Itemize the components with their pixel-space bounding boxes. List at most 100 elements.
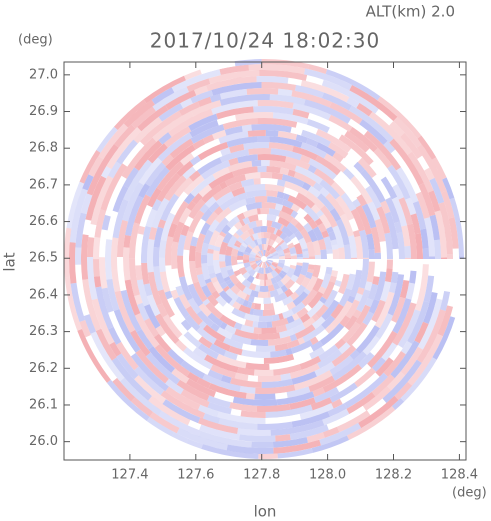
echo-cell bbox=[209, 272, 217, 279]
echo-cell bbox=[294, 221, 305, 233]
echo-cell bbox=[231, 248, 239, 257]
echo-cell bbox=[302, 253, 309, 258]
echo-cell bbox=[206, 76, 257, 92]
echo-cell bbox=[320, 249, 327, 260]
echo-cell bbox=[183, 331, 202, 349]
echo-cell bbox=[339, 315, 351, 327]
echo-cell bbox=[161, 154, 174, 167]
y-tick-label: 26.2 bbox=[29, 361, 58, 376]
echo-cell bbox=[88, 223, 97, 238]
echo-cell bbox=[283, 236, 292, 244]
echo-cell bbox=[149, 411, 180, 434]
echo-cell bbox=[415, 191, 430, 219]
echo-cell bbox=[280, 241, 289, 251]
echo-cell bbox=[222, 118, 258, 130]
echo-cell bbox=[414, 233, 423, 260]
echo-cell bbox=[218, 290, 233, 304]
echo-cell bbox=[129, 222, 140, 259]
echo-cell bbox=[339, 372, 380, 405]
echo-cell bbox=[238, 244, 247, 253]
echo-cell bbox=[332, 151, 344, 163]
echo-cell bbox=[237, 259, 244, 263]
echo-cell bbox=[160, 390, 206, 419]
echo-cell bbox=[294, 324, 316, 340]
echo-cell bbox=[322, 426, 340, 438]
echo-cell bbox=[278, 271, 286, 279]
echo-cell bbox=[308, 218, 318, 230]
echo-cell bbox=[337, 410, 371, 433]
echo-cell bbox=[200, 222, 211, 236]
echo-cell bbox=[123, 99, 156, 128]
echo-cell bbox=[244, 319, 254, 328]
echo-cell bbox=[271, 241, 279, 249]
echo-cell bbox=[164, 175, 187, 202]
echo-cell bbox=[321, 280, 336, 300]
echo-cell bbox=[309, 336, 319, 346]
echo-cell bbox=[265, 260, 272, 266]
echo-cell bbox=[203, 229, 214, 245]
echo-cell bbox=[171, 368, 190, 384]
echo-cell bbox=[152, 86, 190, 112]
echo-cell bbox=[316, 209, 324, 218]
echo-cell bbox=[148, 345, 176, 374]
echo-cell bbox=[295, 134, 308, 144]
x-tick-label: 128.4 bbox=[441, 468, 478, 483]
echo-cell bbox=[235, 296, 242, 304]
echo-cell bbox=[85, 175, 107, 221]
echo-cell bbox=[317, 349, 343, 369]
echo-cell bbox=[261, 244, 264, 251]
echo-cell bbox=[245, 392, 255, 400]
echo-cell bbox=[330, 303, 344, 319]
echo-cell bbox=[158, 132, 172, 145]
echo-cell bbox=[389, 138, 424, 186]
echo-cell bbox=[308, 158, 338, 180]
echo-cell bbox=[145, 162, 166, 187]
echo-cell bbox=[281, 265, 290, 274]
echo-cell bbox=[141, 225, 152, 264]
echo-cell bbox=[116, 139, 138, 165]
echo-cell bbox=[64, 276, 83, 331]
echo-cell bbox=[417, 155, 430, 171]
echo-cell bbox=[313, 387, 340, 403]
echo-cell bbox=[276, 287, 284, 296]
echo-cell bbox=[236, 289, 248, 300]
echo-cell bbox=[117, 219, 129, 258]
echo-cell bbox=[384, 268, 393, 283]
echo-cell bbox=[289, 363, 320, 379]
echo-cell bbox=[295, 192, 316, 209]
echo-cell bbox=[195, 233, 206, 253]
echo-cell bbox=[153, 333, 172, 354]
echo-cell bbox=[352, 229, 361, 238]
echo-cell bbox=[335, 195, 355, 221]
echo-cell bbox=[391, 296, 406, 323]
echo-cell bbox=[302, 316, 316, 329]
echo-cell bbox=[120, 289, 142, 332]
echo-cell bbox=[212, 166, 230, 180]
echo-cell bbox=[188, 198, 206, 220]
echo-cell bbox=[237, 154, 258, 164]
echo-cell bbox=[439, 290, 451, 311]
echo-cell bbox=[221, 224, 231, 235]
echo-cell bbox=[239, 385, 256, 394]
echo-cell bbox=[349, 126, 378, 153]
echo-cell bbox=[279, 328, 295, 339]
echo-cell bbox=[407, 223, 417, 260]
echo-cell bbox=[287, 77, 303, 86]
echo-cell bbox=[283, 247, 291, 254]
echo-cell bbox=[146, 416, 175, 437]
echo-cell bbox=[346, 406, 396, 441]
echo-cell bbox=[250, 263, 257, 268]
echo-cell bbox=[255, 259, 262, 263]
echo-cell bbox=[180, 152, 195, 166]
echo-cell bbox=[320, 205, 338, 228]
echo-cell bbox=[284, 180, 309, 197]
echo-cell bbox=[167, 297, 179, 312]
echo-cell bbox=[281, 225, 294, 238]
echo-cell bbox=[264, 184, 285, 193]
echo-cell bbox=[111, 357, 152, 401]
echo-cell bbox=[237, 367, 255, 376]
echo-cell bbox=[310, 340, 324, 352]
echo-cell bbox=[224, 174, 246, 187]
echo-cell bbox=[208, 229, 221, 246]
echo-cell bbox=[173, 308, 186, 324]
